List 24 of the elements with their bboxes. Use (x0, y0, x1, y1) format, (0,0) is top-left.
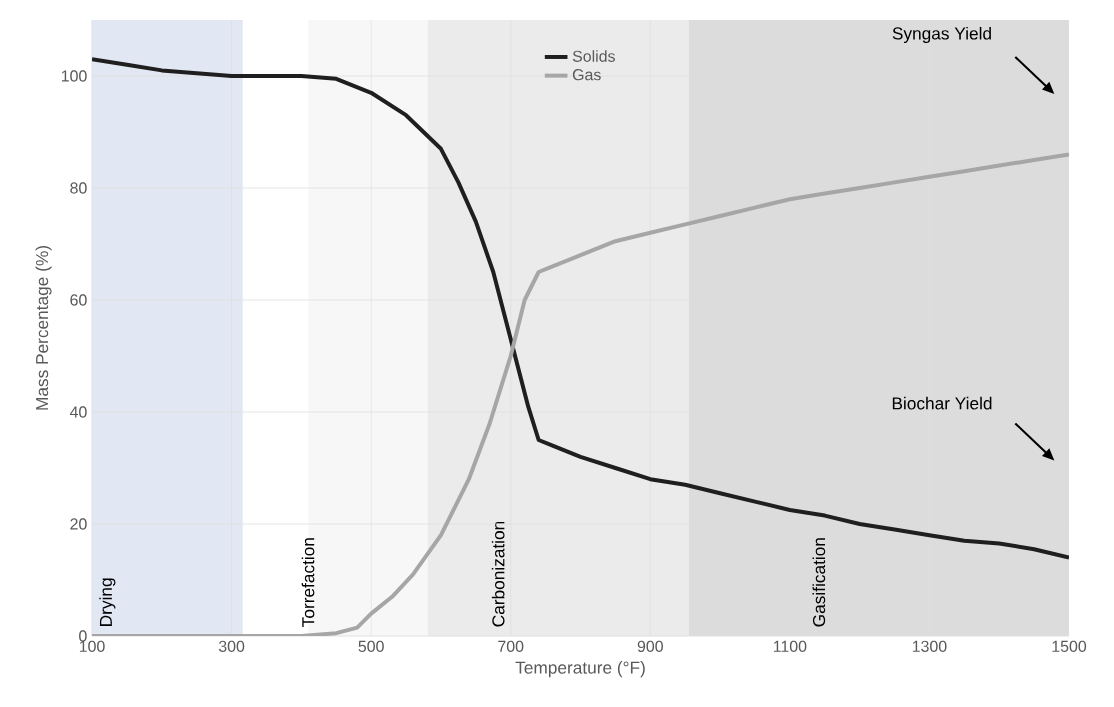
x-axis-title: Temperature (°F) (515, 661, 645, 678)
y-tick-label: 100 (61, 70, 87, 82)
y-tick-label: 0 (79, 630, 87, 642)
x-tick-label: 1100 (773, 640, 807, 653)
y-tick-label: 20 (70, 518, 87, 530)
y-axis-title: Mass Percentage (%) (35, 246, 52, 410)
annotation: Syngas Yield (892, 27, 991, 44)
annotation: Biochar Yield (892, 397, 992, 410)
x-tick-label: 500 (358, 640, 384, 653)
x-tick-label: 700 (498, 640, 524, 653)
band-label: Drying (99, 578, 116, 627)
y-tick-label: 40 (69, 406, 87, 418)
y-tick-label: 80 (70, 182, 87, 194)
band-label: Gasification (812, 538, 826, 627)
band-label: Carbonization (491, 522, 505, 627)
x-tick-label: 1300 (912, 640, 947, 653)
x-tick-label: 1500 (1052, 640, 1087, 653)
x-tick-label: 300 (218, 640, 245, 653)
x-tick-label: 900 (637, 640, 663, 653)
band-label: Torrefaction (301, 538, 315, 628)
y-tick-label: 60 (70, 294, 87, 306)
x-tick-label: 100 (79, 640, 105, 653)
legend-label: Solids (572, 50, 615, 63)
legend-label: Gas (572, 69, 601, 81)
